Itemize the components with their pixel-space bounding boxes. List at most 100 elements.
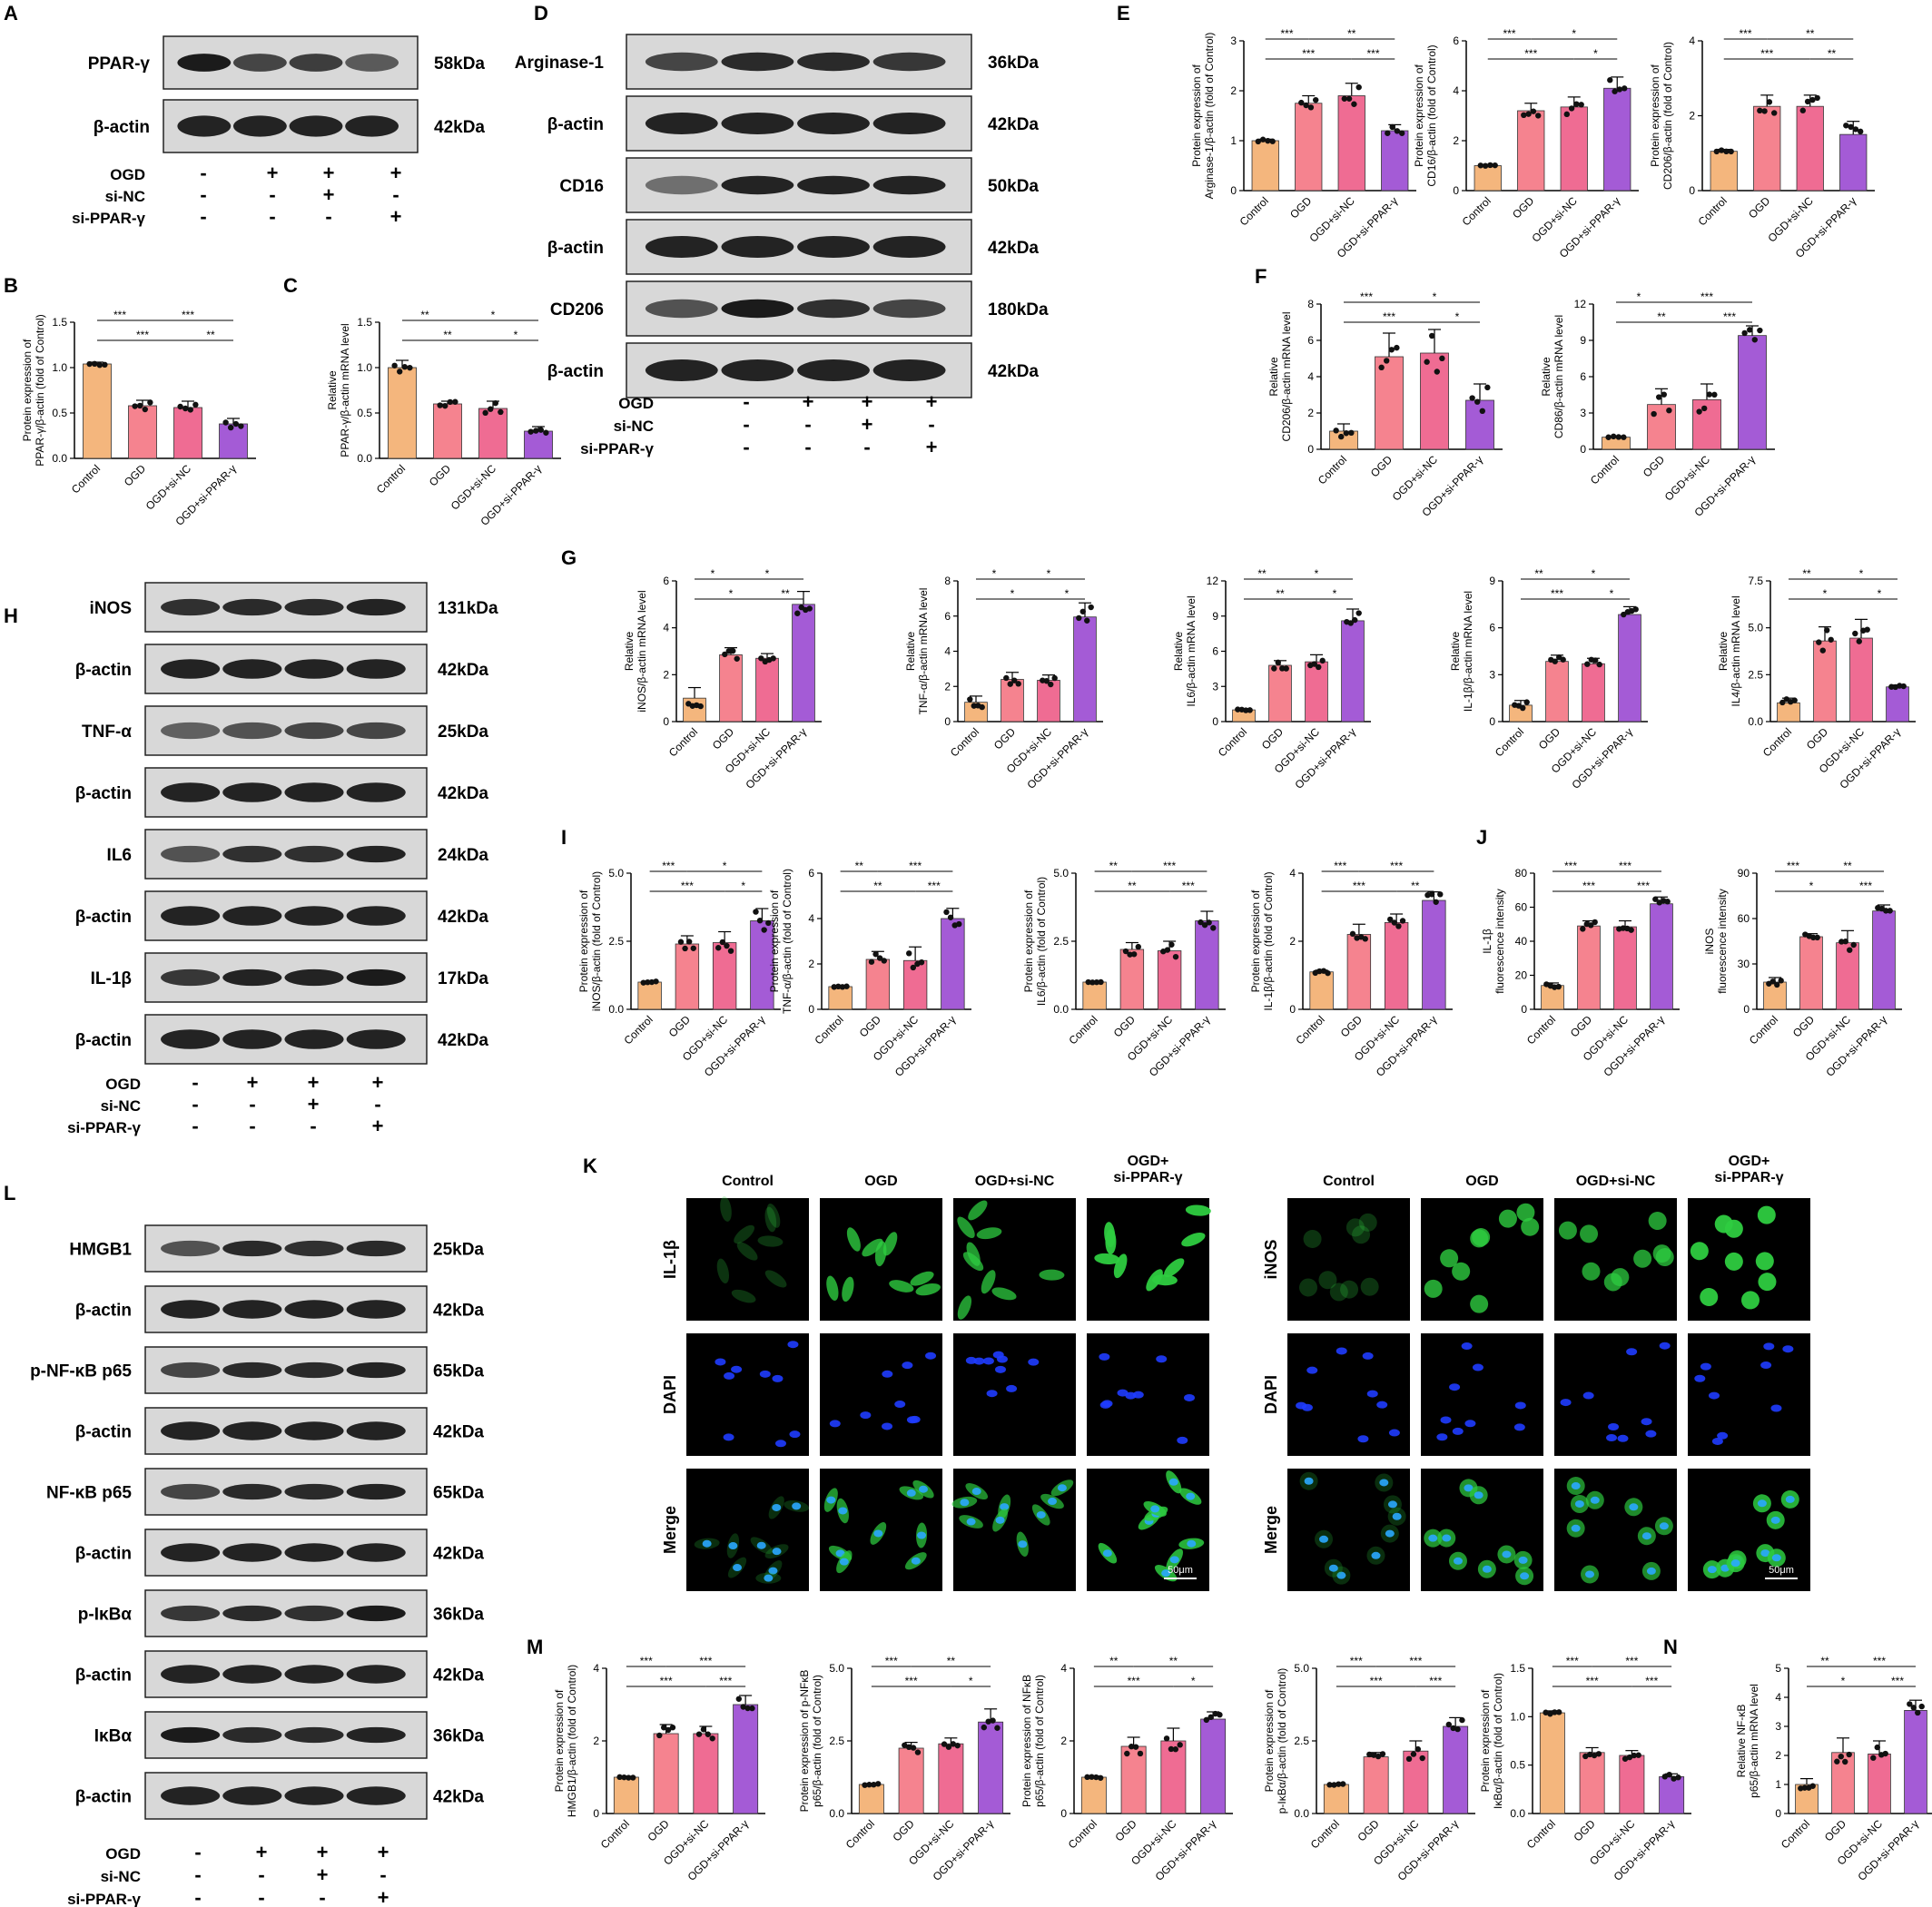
cell-nucleus xyxy=(1453,1557,1463,1565)
treatment-label: OGD xyxy=(110,166,145,183)
data-point xyxy=(1352,616,1358,624)
bar xyxy=(1777,702,1800,722)
bar xyxy=(675,943,700,1010)
bar xyxy=(865,958,891,1010)
treatment-label: si-NC xyxy=(101,1097,141,1115)
bar xyxy=(1341,620,1365,722)
data-point xyxy=(1172,953,1179,960)
data-point xyxy=(1098,978,1104,986)
y-tick-label: 6 xyxy=(1212,645,1218,658)
y-tick-label: 2.5 xyxy=(829,1735,844,1747)
blot-band xyxy=(645,175,718,195)
blot-kda-label: 131kDa xyxy=(438,599,498,618)
bar xyxy=(1323,1784,1349,1814)
data-point xyxy=(1834,1758,1840,1764)
data-point xyxy=(1450,1725,1456,1732)
sig-label: *** xyxy=(1787,860,1799,872)
blot-protein-label: IL-1β xyxy=(91,969,132,988)
data-point xyxy=(1051,674,1058,682)
cell-nucleus xyxy=(715,1358,726,1366)
micro-image xyxy=(1554,1198,1677,1321)
micro-bg xyxy=(953,1333,1076,1456)
blot-band xyxy=(797,175,870,195)
cell-nucleus xyxy=(1132,1391,1144,1399)
x-tick-label: Control xyxy=(1524,1817,1558,1851)
cell-green xyxy=(1516,1203,1535,1222)
sig-label: *** xyxy=(1566,1655,1579,1667)
data-point xyxy=(1445,1721,1453,1728)
y-tick-label: 4 xyxy=(1689,34,1695,47)
sig-label: * xyxy=(1572,27,1576,40)
y-tick-label: 2 xyxy=(1775,1749,1781,1762)
blot-kda-label: 180kDa xyxy=(988,300,1049,319)
data-point xyxy=(1349,930,1356,938)
data-point xyxy=(653,978,659,985)
micro-column-label: Control xyxy=(722,1174,774,1189)
data-point xyxy=(730,647,736,654)
cell-nucleus xyxy=(1336,1571,1346,1579)
blot-band xyxy=(346,722,406,740)
treatment-sign: - xyxy=(258,1863,264,1886)
y-tick-label: 6 xyxy=(944,610,951,623)
treatment-sign: + xyxy=(308,1093,320,1116)
data-point xyxy=(727,948,734,954)
chart-M4: 0.0 2.5 5.0 Protein expression ofp-IκBα/β-a… xyxy=(1263,1655,1475,1883)
bar xyxy=(1000,679,1024,722)
blot-band xyxy=(161,968,221,987)
y-tick-label: 0 xyxy=(1489,715,1495,728)
blot-kda-label: 25kDa xyxy=(433,1241,484,1260)
data-point xyxy=(902,1742,908,1748)
cell-green xyxy=(1648,1212,1667,1231)
blot-band xyxy=(346,1361,406,1379)
sig-label: * xyxy=(1637,290,1641,303)
chart-M3: 0 2 4 Protein expression of NFκBp65/β-actin… xyxy=(1020,1655,1233,1883)
cell-nucleus xyxy=(986,1390,998,1398)
x-tick-label: OGD xyxy=(646,1817,672,1843)
y-axis-label: RelativeCD206/β-actin mRNA level xyxy=(1267,312,1293,442)
sig-label: *** xyxy=(1128,1675,1140,1687)
data-point xyxy=(482,409,488,417)
data-point xyxy=(1628,927,1634,933)
cell-nucleus xyxy=(787,1341,799,1349)
data-point xyxy=(1718,147,1725,153)
micro-row-label: DAPI xyxy=(661,1375,679,1414)
bar xyxy=(1799,936,1823,1010)
y-tick-label: 7.5 xyxy=(1748,575,1763,587)
treatment-sign: - xyxy=(249,1115,255,1137)
cell-nucleus xyxy=(1006,1384,1018,1392)
cell-nucleus xyxy=(1169,1556,1179,1564)
sig-label: * xyxy=(1333,587,1337,600)
panel-letter-B: B xyxy=(4,274,18,297)
y-tick-label: 90 xyxy=(1738,867,1750,880)
y-tick-label: 2 xyxy=(944,680,951,693)
bar xyxy=(1868,1754,1891,1814)
cell-nucleus xyxy=(1645,1430,1657,1438)
data-point xyxy=(1535,113,1542,119)
y-tick-label: 3 xyxy=(1580,407,1586,419)
data-point xyxy=(1212,1710,1218,1717)
data-point xyxy=(1661,391,1667,398)
data-point xyxy=(1424,359,1430,365)
cell-nucleus xyxy=(1156,1355,1168,1363)
data-point xyxy=(1611,433,1617,440)
data-point xyxy=(660,1725,667,1731)
data-point xyxy=(1747,327,1753,333)
blot-band xyxy=(161,1361,221,1379)
data-point xyxy=(1543,1709,1549,1715)
cell-nucleus xyxy=(829,1420,841,1428)
cell-nucleus xyxy=(724,1371,735,1380)
blot-band xyxy=(222,598,282,616)
y-tick-label: 0.5 xyxy=(357,407,372,419)
blot-band xyxy=(872,113,946,134)
blot-protein-label: β-actin xyxy=(75,1788,132,1807)
blot-band xyxy=(872,52,946,72)
chart-G5: 0.0 2.5 5.0 7.5 RelativeIL4/β-actin mRNA lev… xyxy=(1717,567,1916,791)
y-tick-label: 0 xyxy=(1230,184,1237,197)
cell-green xyxy=(1298,1278,1317,1297)
bar xyxy=(1613,926,1637,1010)
data-point xyxy=(1379,1751,1386,1757)
cell-nucleus xyxy=(772,1374,784,1382)
cell-nucleus xyxy=(1357,1435,1369,1443)
cell-nucleus xyxy=(1428,1534,1438,1542)
data-point xyxy=(1338,433,1345,440)
